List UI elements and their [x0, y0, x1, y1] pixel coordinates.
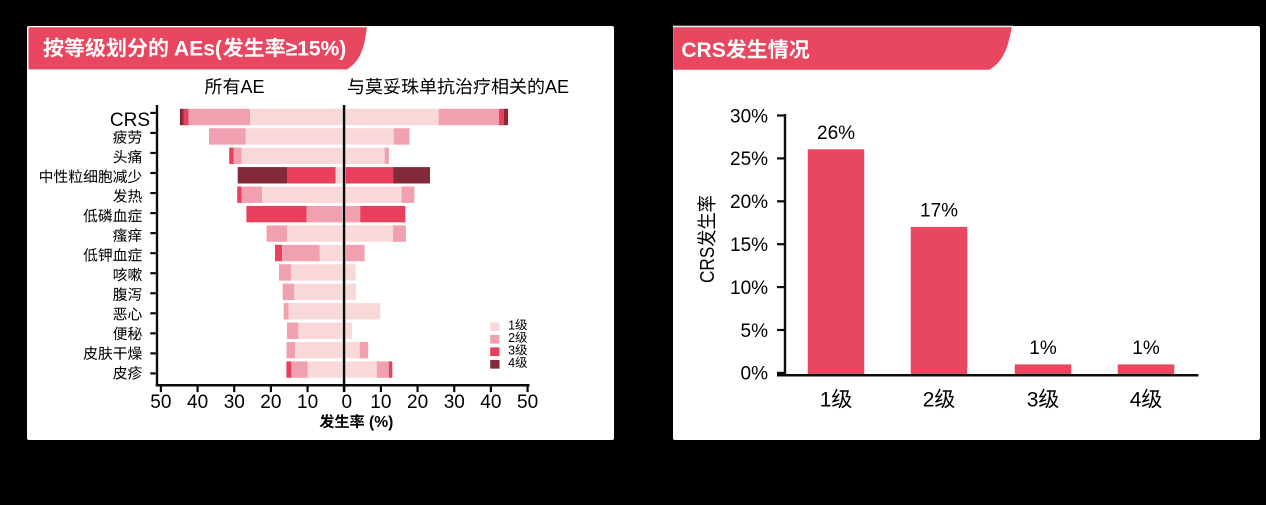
- svg-text:AEs(: AEs(: [169, 38, 222, 61]
- svg-text:3: 3: [508, 343, 515, 357]
- svg-text:0%: 0%: [741, 364, 769, 385]
- svg-text:CRS: CRS: [110, 110, 150, 131]
- svg-text:10%: 10%: [730, 278, 768, 299]
- svg-text:30: 30: [224, 392, 245, 413]
- svg-text:5%: 5%: [741, 321, 769, 342]
- svg-text:30: 30: [444, 392, 465, 413]
- svg-text:AE: AE: [545, 77, 569, 97]
- svg-text:17%: 17%: [920, 201, 958, 222]
- svg-text:40: 40: [187, 392, 208, 413]
- svg-text:1: 1: [508, 318, 515, 332]
- svg-text:15%: 15%: [730, 235, 768, 256]
- svg-text:40: 40: [480, 392, 501, 413]
- svg-text:3: 3: [1027, 389, 1039, 412]
- svg-text:30%: 30%: [730, 106, 768, 127]
- svg-text:CRS: CRS: [696, 247, 719, 283]
- svg-text:25%: 25%: [730, 149, 768, 170]
- svg-text:20: 20: [260, 392, 281, 413]
- svg-text:50: 50: [150, 392, 171, 413]
- svg-text:≥15%): ≥15%): [286, 38, 347, 61]
- svg-text:4: 4: [508, 356, 515, 370]
- svg-text:1: 1: [820, 389, 832, 412]
- svg-text:CRS: CRS: [681, 39, 725, 62]
- svg-text:(%): (%): [365, 414, 394, 431]
- svg-text:0: 0: [342, 392, 353, 413]
- svg-text:2: 2: [923, 389, 935, 412]
- svg-text:10: 10: [297, 392, 318, 413]
- svg-text:10: 10: [370, 392, 391, 413]
- svg-text:AE: AE: [241, 77, 265, 97]
- svg-text:26%: 26%: [817, 123, 855, 144]
- svg-text:20: 20: [407, 392, 428, 413]
- svg-text:1%: 1%: [1132, 338, 1160, 359]
- svg-text:50: 50: [517, 392, 538, 413]
- svg-text:20%: 20%: [730, 192, 768, 213]
- svg-text:2: 2: [508, 331, 515, 345]
- svg-text:4: 4: [1130, 389, 1142, 412]
- svg-text:1%: 1%: [1029, 338, 1057, 359]
